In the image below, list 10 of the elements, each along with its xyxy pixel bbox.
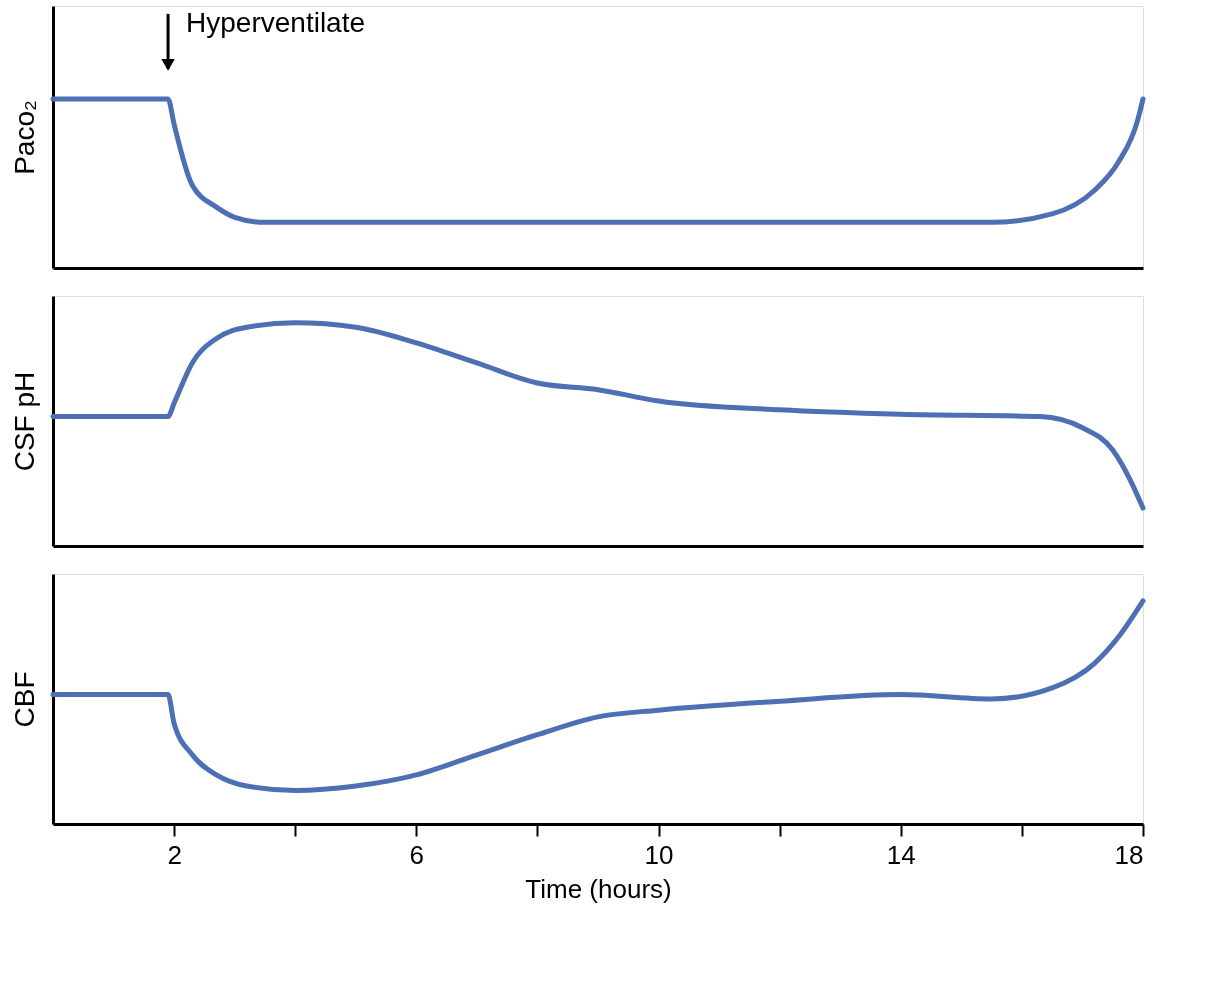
- x-tick-label: 14: [886, 839, 916, 870]
- x-tick-label: 10: [644, 839, 674, 870]
- y-axis-title: CSF pH: [8, 371, 40, 472]
- text: Hyperventilate: [186, 7, 366, 39]
- x-tick-label: 18: [1114, 839, 1144, 870]
- x-tick-label: 6: [409, 839, 425, 870]
- x-tick-label: 2: [167, 839, 182, 870]
- x-axis-title: Time (hours): [525, 873, 672, 904]
- y-axis-title: Paco₂: [8, 100, 40, 175]
- y-axis-title: CBF: [8, 671, 40, 728]
